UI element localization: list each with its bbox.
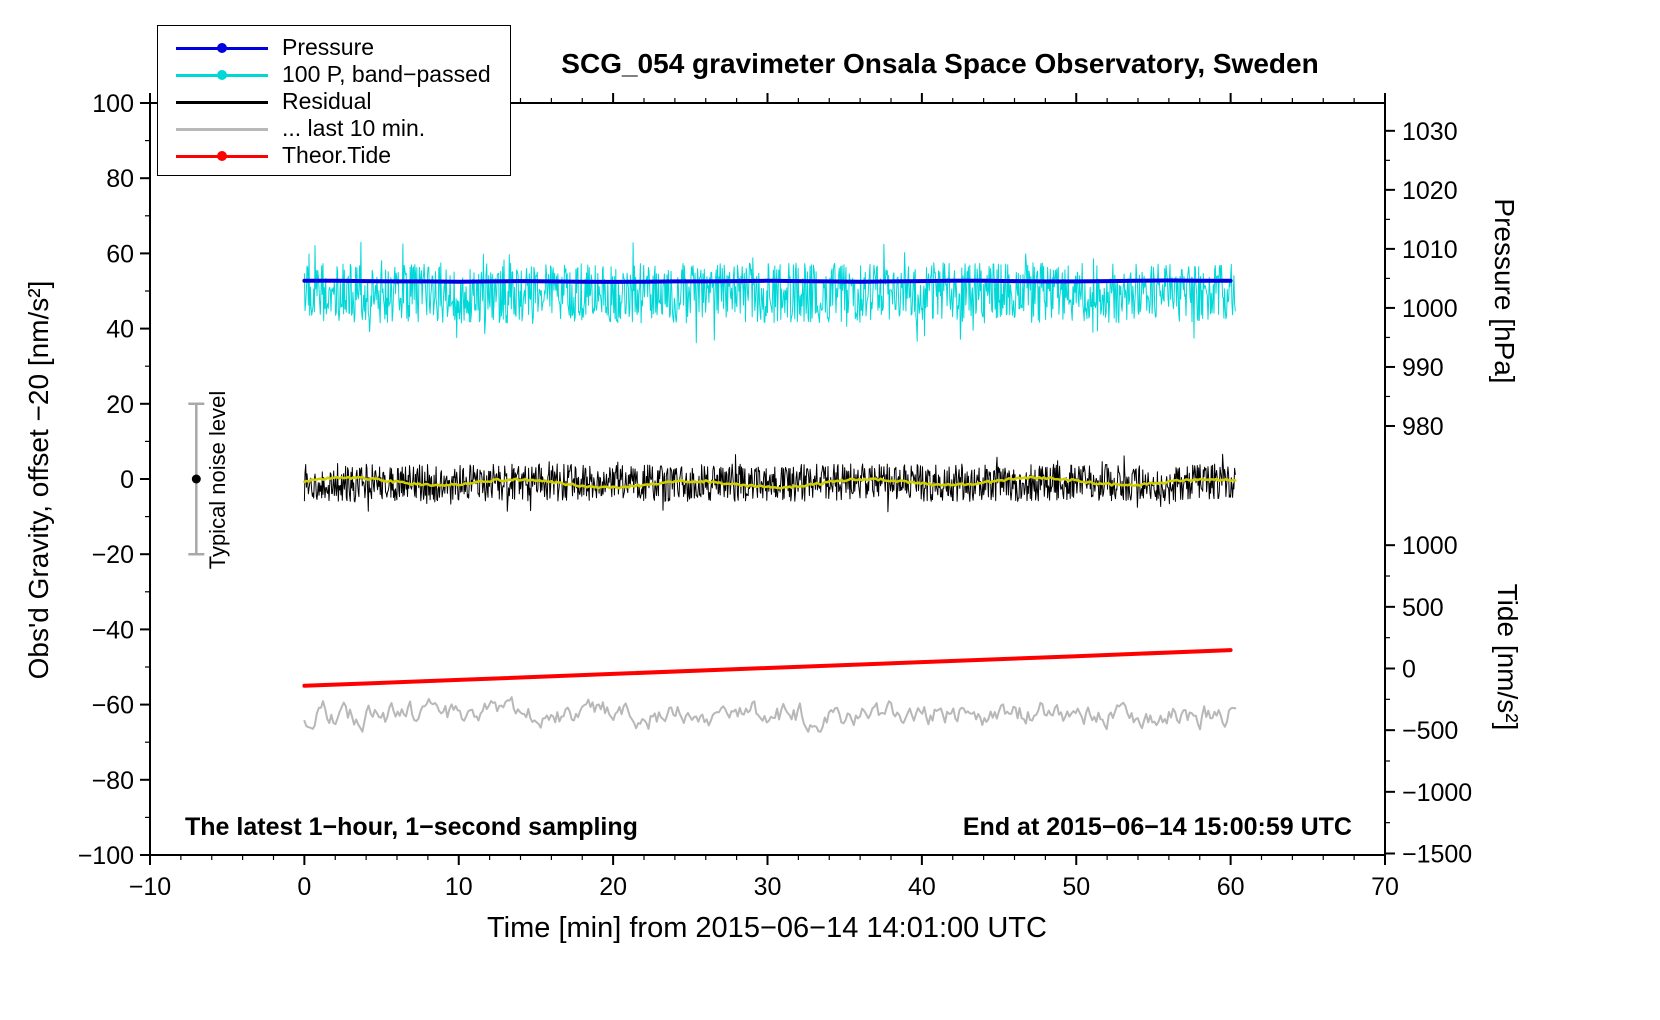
- y-tick-label: −80: [92, 767, 134, 795]
- legend-line-sample: [176, 42, 268, 54]
- legend-line-sample: [176, 96, 268, 108]
- series-1-line: [302, 278, 1233, 284]
- legend-label: Residual: [282, 88, 372, 114]
- noise-level-label: Typical noise level: [205, 390, 230, 570]
- legend-label: Theor.Tide: [282, 142, 392, 168]
- legend-label: ... last 10 min.: [282, 115, 426, 141]
- x-tick-label: 30: [754, 873, 782, 901]
- y-tick-label: 60: [106, 240, 134, 268]
- pressure-tick-label: 980: [1402, 413, 1444, 441]
- series-2-line: [303, 453, 1236, 513]
- pressure-tick-label: 1030: [1402, 118, 1458, 146]
- x-tick-label: 10: [445, 873, 473, 901]
- legend-label: 100 P, band−passed: [282, 61, 491, 87]
- legend-dot-icon: [217, 150, 227, 161]
- pressure-tick-label: 1020: [1402, 177, 1458, 205]
- legend-label: Pressure: [282, 34, 375, 60]
- x-tick-label: 0: [297, 873, 311, 901]
- tide-tick-label: 500: [1402, 594, 1444, 622]
- x-tick-label: −10: [129, 873, 171, 901]
- tide-tick-label: 1000: [1402, 532, 1458, 560]
- tide-tick-label: 0: [1402, 656, 1416, 684]
- tide-tick-label: −500: [1402, 717, 1458, 745]
- x-tick-label: 20: [599, 873, 627, 901]
- x-tick-label: 70: [1371, 873, 1399, 901]
- y-tick-label: 20: [106, 391, 134, 419]
- sampling-note: The latest 1−hour, 1−second sampling: [185, 813, 638, 841]
- y-tick-label: −20: [92, 541, 134, 569]
- series-5-line: [302, 648, 1233, 688]
- tide-tick-label: −1500: [1402, 840, 1472, 868]
- noise-dot: [191, 474, 201, 484]
- chart-title: SCG_054 gravimeter Onsala Space Observat…: [561, 48, 1319, 79]
- pressure-tick-label: 1000: [1402, 295, 1458, 323]
- pressure-tick-label: 990: [1402, 354, 1444, 382]
- y-tick-label: −60: [92, 692, 134, 720]
- y-tick-label: −100: [78, 842, 134, 870]
- legend-line-sample: [176, 123, 268, 135]
- legend-line-sample: [176, 69, 268, 81]
- y-tick-label: 40: [106, 316, 134, 344]
- y-tick-label: 0: [120, 466, 134, 494]
- y-tick-label: 80: [106, 165, 134, 193]
- end-time-note: End at 2015−06−14 15:00:59 UTC: [962, 813, 1352, 841]
- pressure-axis-label: Pressure [hPa]: [1489, 198, 1520, 384]
- legend-dot-icon: [217, 42, 227, 53]
- series-3-line: [303, 475, 1237, 490]
- legend-item: Pressure: [158, 34, 510, 61]
- legend-line-sample: [176, 150, 268, 162]
- y-tick-label: −40: [92, 616, 134, 644]
- tide-tick-label: −1000: [1402, 779, 1472, 807]
- pressure-tick-label: 1010: [1402, 236, 1458, 264]
- legend-item: Theor.Tide: [158, 142, 510, 169]
- y-tick-label: 100: [92, 90, 134, 118]
- legend-item: 100 P, band−passed: [158, 61, 510, 88]
- legend-item: Residual: [158, 88, 510, 115]
- x-axis-label: Time [min] from 2015−06−14 14:01:00 UTC: [487, 912, 1047, 944]
- legend-dot-icon: [217, 69, 227, 80]
- tide-axis-label: Tide [nm/s²]: [1492, 583, 1523, 731]
- x-tick-label: 50: [1062, 873, 1090, 901]
- left-axis-label: Obs'd Gravity, offset −20 [nm/s²]: [23, 280, 54, 680]
- x-tick-label: 40: [908, 873, 936, 901]
- legend-item: ... last 10 min.: [158, 115, 510, 142]
- x-tick-label: 60: [1217, 873, 1245, 901]
- series-4-line: [303, 696, 1237, 733]
- series-0-line: [303, 241, 1236, 344]
- legend: Pressure 100 P, band−passed Residual... la…: [157, 25, 511, 176]
